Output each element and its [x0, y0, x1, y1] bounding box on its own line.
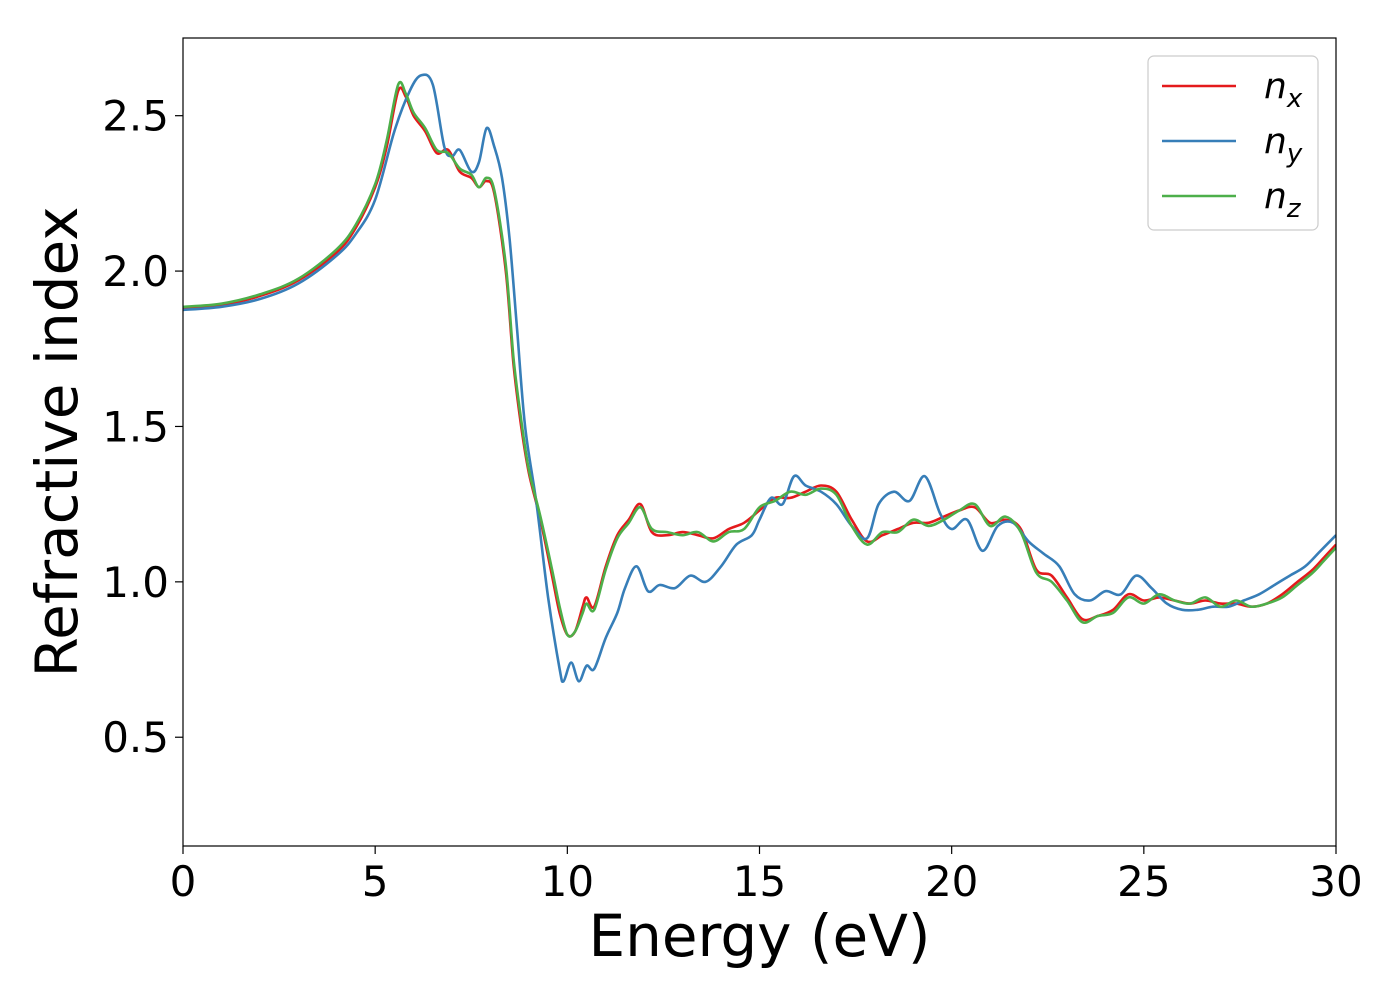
legend-label-base: n	[1264, 121, 1287, 162]
legend-label-subscript: x	[1286, 84, 1303, 114]
y-tick-label: 2.5	[102, 92, 169, 141]
legend-label-x: nx	[1264, 66, 1303, 114]
y-tick-label: 0.5	[102, 713, 169, 762]
legend-label-subscript: y	[1286, 139, 1303, 169]
x-tick-label: 20	[925, 857, 978, 906]
legend-label-y: ny	[1264, 121, 1303, 169]
x-tick-label: 10	[541, 857, 594, 906]
series-line-z	[183, 80, 1336, 638]
x-tick-label: 15	[733, 857, 786, 906]
y-axis-title: Refractive index	[23, 206, 91, 677]
x-tick-label: 5	[362, 857, 389, 906]
y-tick-label: 1.5	[102, 402, 169, 451]
series-line-y	[183, 73, 1336, 684]
y-tick-label: 2.0	[102, 247, 169, 296]
legend-label-z: nz	[1264, 176, 1302, 224]
legend-label-subscript: z	[1286, 194, 1302, 224]
series-lines	[183, 73, 1336, 684]
y-tick-label: 1.0	[102, 558, 169, 607]
x-axis-title: Energy (eV)	[588, 902, 930, 970]
y-axis: 0.5 1.0 1.5 2.0 2.5	[102, 92, 183, 762]
legend-box	[1147, 55, 1319, 231]
legend-label-base: n	[1264, 176, 1287, 217]
x-tick-label: 30	[1309, 857, 1362, 906]
x-axis: 0 5 10 15 20 25 30	[170, 846, 1363, 906]
legend-label-base: n	[1264, 66, 1287, 107]
x-tick-label: 0	[170, 857, 197, 906]
x-tick-label: 25	[1117, 857, 1170, 906]
